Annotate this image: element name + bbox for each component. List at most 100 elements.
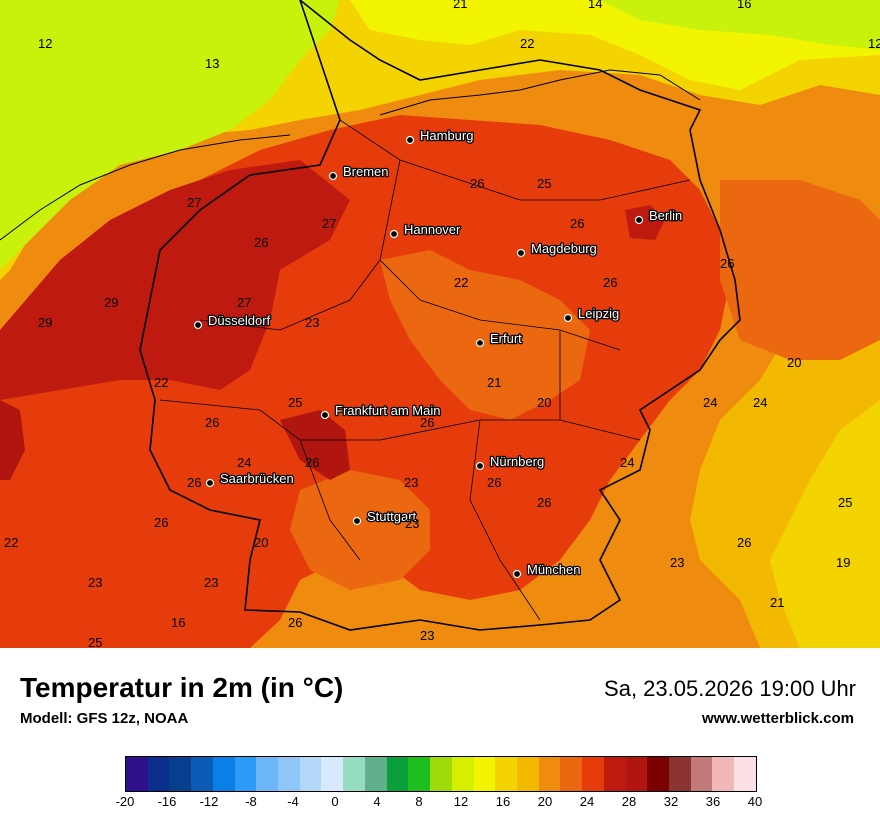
legend-swatch	[147, 757, 170, 791]
temp-label: 22	[520, 36, 534, 51]
region-central-orange-pocket	[380, 250, 590, 420]
temp-label: 24	[753, 395, 767, 410]
legend-swatch	[386, 757, 409, 791]
legend-swatch	[256, 757, 279, 791]
legend-swatch	[538, 757, 561, 791]
region-west-edge-darkred	[0, 400, 25, 480]
legend-swatch	[408, 757, 431, 791]
temp-label: 25	[537, 176, 551, 191]
temp-label: 16	[171, 615, 185, 630]
legend-tick-label: 32	[663, 794, 679, 809]
legend-swatch	[126, 757, 148, 791]
legend-swatch	[212, 757, 235, 791]
map-footer: Temperatur in 2m (in °C) Modell: GFS 12z…	[0, 648, 880, 830]
city-label: Saarbrücken	[220, 471, 294, 486]
temp-label: 20	[787, 355, 801, 370]
legend-tick-label: 24	[579, 794, 595, 809]
temp-label: 23	[405, 516, 419, 531]
temp-label: 26	[205, 415, 219, 430]
legend-swatch	[343, 757, 365, 791]
city-erfurt: Erfurt	[475, 330, 523, 347]
coastline-north	[0, 69, 701, 241]
region-north-sea-green	[0, 0, 340, 270]
legend-swatch	[734, 757, 756, 791]
region-east-orange	[720, 180, 880, 360]
legend-tick-label: -12	[199, 794, 219, 809]
temp-label: 26	[470, 176, 484, 191]
legend-swatch	[625, 757, 648, 791]
city-label: Leipzig	[578, 306, 619, 321]
temp-label: 23	[420, 628, 434, 643]
city-label: Erfurt	[490, 331, 522, 346]
temp-label: 26	[154, 515, 168, 530]
legend-swatch	[712, 757, 735, 791]
city-label: Düsseldorf	[208, 313, 271, 328]
city-hannover: Hannover	[389, 221, 462, 238]
temp-label: 23	[404, 475, 418, 490]
legend-swatch	[234, 757, 257, 791]
state-boundaries	[159, 119, 691, 621]
legend-tick-label: 28	[621, 794, 637, 809]
website-label: www.wetterblick.com	[702, 710, 854, 727]
city-label: Hannover	[404, 222, 461, 237]
legend-swatch	[668, 757, 691, 791]
temp-label: 24	[237, 455, 251, 470]
legend-swatch	[451, 757, 474, 791]
temp-label: 26	[254, 235, 268, 250]
legend-tick-label: -20	[115, 794, 135, 809]
region-berlin-darkred	[625, 205, 665, 240]
temp-label: 25	[88, 635, 102, 648]
city-label: München	[527, 562, 580, 577]
legend-tick-label: 36	[705, 794, 721, 809]
color-legend-bar	[125, 756, 757, 792]
city-label: Hamburg	[420, 128, 473, 143]
temp-label: 14	[588, 0, 602, 11]
temp-label: 26	[720, 256, 734, 271]
city-muenchen: München	[512, 561, 582, 578]
legend-swatch	[473, 757, 496, 791]
temp-label: 26	[737, 535, 751, 550]
city-magdeburg: Magdeburg	[516, 240, 598, 257]
city-leipzig: Leipzig	[563, 305, 621, 322]
model-info: Modell: GFS 12z, NOAA	[20, 710, 189, 727]
temp-label: 12	[868, 36, 880, 51]
legend-swatch	[603, 757, 626, 791]
temperature-labels: 12 13 14 16 12 21 22 27 27 26 26 25 26 2…	[4, 0, 880, 648]
temp-label: 24	[620, 455, 634, 470]
temp-label: 16	[737, 0, 751, 11]
legend-swatch	[495, 757, 517, 791]
temp-label: 27	[322, 216, 336, 231]
legend-swatch	[364, 757, 387, 791]
temp-label: 20	[537, 395, 551, 410]
legend-swatch	[516, 757, 539, 791]
temp-label: 25	[288, 395, 302, 410]
temp-label: 23	[204, 575, 218, 590]
temp-label: 22	[454, 275, 468, 290]
temp-label: 26	[487, 475, 501, 490]
color-legend-ticks: -20 -16 -12 -8 -4 0 4 8 12 16 20 24 28 32 36 40	[116, 794, 763, 814]
temp-label: 26	[603, 275, 617, 290]
temp-label: 24	[703, 395, 717, 410]
temp-label: 21	[453, 0, 467, 11]
legend-tick-label: 12	[453, 794, 469, 809]
city-label: Stuttgart	[367, 509, 417, 524]
temp-label: 29	[38, 315, 52, 330]
region-rhine-darkred	[280, 410, 350, 480]
temp-label: 26	[288, 615, 302, 630]
temp-label: 23	[670, 555, 684, 570]
forecast-datetime: Sa, 23.05.2026 19:00 Uhr	[604, 676, 856, 701]
temp-label: 26	[305, 455, 319, 470]
legend-swatch	[647, 757, 669, 791]
city-label: Frankfurt am Main	[335, 403, 440, 418]
temp-label: 12	[38, 36, 52, 51]
temp-label: 21	[770, 595, 784, 610]
city-label: Bremen	[343, 164, 389, 179]
region-east-deep-yellow	[770, 400, 880, 648]
region-ne-green	[600, 0, 880, 50]
temp-label: 27	[187, 195, 201, 210]
city-label: Nürnberg	[490, 454, 544, 469]
city-label: Magdeburg	[531, 241, 597, 256]
legend-tick-label: -8	[245, 794, 257, 809]
city-stuttgart: Stuttgart	[352, 508, 418, 525]
legend-swatch	[560, 757, 583, 791]
